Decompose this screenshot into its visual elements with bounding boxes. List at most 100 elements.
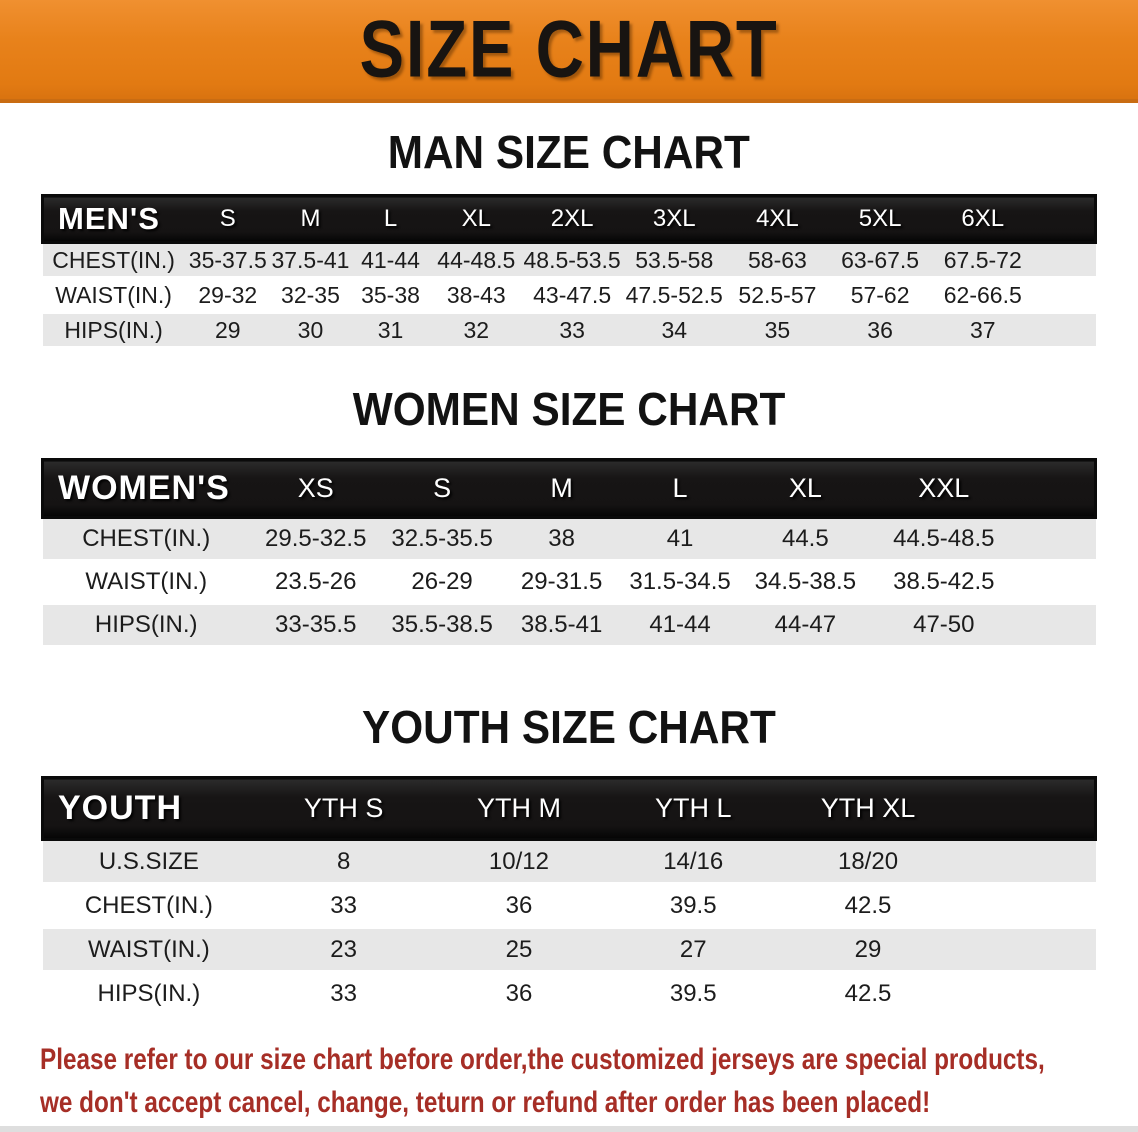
size-value-cell: 67.5-72: [931, 242, 1035, 279]
size-column-header: M: [270, 194, 350, 244]
row-label: CHEST(IN.): [42, 883, 256, 929]
size-value-cell: 44.5: [739, 517, 872, 562]
size-value-cell: 14/16: [605, 839, 781, 885]
size-value-cell: 44.5-48.5: [871, 517, 1017, 562]
size-column-header: S: [184, 194, 271, 244]
measurement-row: HIPS(IN.) 33 36 39.5 42.5: [42, 971, 1096, 1017]
size-column-header: 4XL: [725, 194, 830, 244]
size-value-cell: 35: [725, 312, 830, 349]
header-filler: [1016, 458, 1098, 519]
size-value-cell: 39.5: [605, 971, 781, 1017]
header-filler: [1034, 194, 1098, 244]
measurement-row: HIPS(IN.) 33-35.5 35.5-38.5 38.5-41 41-44 44-…: [42, 603, 1096, 648]
size-value-cell: 33-35.5: [249, 603, 382, 648]
size-value-cell: 36: [432, 883, 606, 929]
size-value-cell: 39.5: [605, 883, 781, 929]
size-chart-banner: SIZE CHART: [0, 0, 1138, 103]
size-value-cell: 32: [431, 312, 522, 349]
measurement-row: U.S.SIZE 8 10/12 14/16 18/20: [42, 839, 1096, 885]
size-value-cell: 41: [620, 517, 740, 562]
row-label: WAIST(IN.): [42, 277, 185, 314]
measurement-row: CHEST(IN.) 33 36 39.5 42.5: [42, 883, 1096, 929]
size-value-cell: 47.5-52.5: [622, 277, 726, 314]
size-value-cell: 29: [184, 312, 271, 349]
size-value-cell: 38.5-42.5: [871, 560, 1017, 605]
row-filler: [1016, 560, 1096, 605]
order-notice: Please refer to our size chart before or…: [40, 1038, 1138, 1124]
size-value-cell: 37: [931, 312, 1035, 349]
size-value-cell: 42.5: [780, 883, 956, 929]
youth-size-section: YOUTH SIZE CHART YOUTH YTH S YTH M YTH L YTH…: [0, 704, 1138, 1017]
row-label: HIPS(IN.): [42, 312, 185, 349]
bottom-divider-strip: [0, 1126, 1138, 1132]
size-value-cell: 29-31.5: [502, 560, 621, 605]
row-filler: [1034, 312, 1096, 349]
size-value-cell: 62-66.5: [931, 277, 1035, 314]
row-filler: [955, 927, 1096, 973]
size-value-cell: 38: [502, 517, 621, 562]
measurement-row: CHEST(IN.) 35-37.5 37.5-41 41-44 44-48.5 48.5…: [42, 242, 1096, 279]
size-column-header: L: [349, 194, 432, 244]
size-column-header: S: [381, 458, 503, 519]
youth-size-table: YOUTH YTH S YTH M YTH L YTH XL U.S.SIZE 8 10/1…: [41, 776, 1098, 1017]
header-filler: [955, 776, 1098, 841]
order-notice-line-2: we don't accept cancel, change, teturn o…: [40, 1086, 931, 1119]
youth-table-header-row: YOUTH YTH S YTH M YTH L YTH XL: [41, 776, 1098, 841]
size-value-cell: 30: [270, 312, 350, 349]
size-column-header: XXL: [871, 458, 1017, 519]
table-corner-label: MEN'S: [40, 194, 185, 244]
size-value-cell: 23.5-26: [249, 560, 382, 605]
size-value-cell: 25: [432, 927, 606, 973]
size-value-cell: 32-35: [270, 277, 350, 314]
size-value-cell: 27: [605, 927, 781, 973]
size-value-cell: 8: [255, 839, 433, 885]
size-column-header: 2XL: [521, 194, 623, 244]
size-value-cell: 44-47: [739, 603, 872, 648]
size-value-cell: 42.5: [780, 971, 956, 1017]
row-filler: [1034, 277, 1096, 314]
size-column-header: YTH M: [432, 776, 606, 841]
youth-section-heading: YOUTH SIZE CHART: [0, 704, 1138, 750]
size-value-cell: 33: [255, 883, 433, 929]
row-filler: [955, 839, 1096, 885]
size-value-cell: 29: [780, 927, 956, 973]
size-value-cell: 58-63: [725, 242, 830, 279]
size-value-cell: 43-47.5: [521, 277, 623, 314]
measurement-row: CHEST(IN.) 29.5-32.5 32.5-35.5 38 41 44.5 44.5…: [42, 517, 1096, 562]
size-value-cell: 35-38: [349, 277, 432, 314]
size-column-header: XL: [739, 458, 872, 519]
size-value-cell: 31.5-34.5: [620, 560, 740, 605]
size-value-cell: 36: [829, 312, 932, 349]
size-value-cell: 33: [255, 971, 433, 1017]
size-column-header: L: [620, 458, 740, 519]
size-column-header: YTH L: [605, 776, 781, 841]
size-value-cell: 10/12: [432, 839, 606, 885]
size-value-cell: 38.5-41: [502, 603, 621, 648]
measurement-row: WAIST(IN.) 29-32 32-35 35-38 38-43 43-47.5 47.…: [42, 277, 1096, 314]
row-filler: [1016, 517, 1096, 562]
size-value-cell: 35-37.5: [184, 242, 271, 279]
youth-section-heading-text: YOUTH SIZE CHART: [362, 701, 776, 753]
size-value-cell: 41-44: [349, 242, 432, 279]
men-section-heading-text: MAN SIZE CHART: [387, 126, 751, 178]
women-section-heading: WOMEN SIZE CHART: [0, 386, 1138, 432]
row-filler: [1016, 603, 1096, 648]
women-size-table: WOMEN'S XS S M L XL XXL CHEST(IN.) 29.5-32.5 32.…: [40, 458, 1098, 648]
size-value-cell: 35.5-38.5: [381, 603, 503, 648]
row-label: CHEST(IN.): [42, 242, 185, 279]
men-section-heading: MAN SIZE CHART: [0, 129, 1138, 175]
row-filler: [1034, 242, 1096, 279]
size-column-header: 5XL: [829, 194, 932, 244]
row-label: HIPS(IN.): [42, 971, 256, 1017]
row-label: HIPS(IN.): [42, 603, 250, 648]
size-value-cell: 31: [349, 312, 432, 349]
men-size-table: MEN'S S M L XL 2XL 3XL 4XL 5XL 6XL CHEST(IN.) 35-3…: [40, 194, 1098, 349]
size-value-cell: 32.5-35.5: [381, 517, 503, 562]
size-column-header: XS: [249, 458, 382, 519]
men-size-section: MAN SIZE CHART MEN'S S M L XL 2XL 3XL 4XL 5XL 6XL…: [0, 129, 1138, 349]
size-column-header: 6XL: [931, 194, 1035, 244]
women-size-section: WOMEN SIZE CHART WOMEN'S XS S M L XL XXL CHEST…: [0, 386, 1138, 648]
measurement-row: HIPS(IN.) 29 30 31 32 33 34 35 36 37: [42, 312, 1096, 349]
size-value-cell: 53.5-58: [622, 242, 726, 279]
size-value-cell: 34: [622, 312, 726, 349]
